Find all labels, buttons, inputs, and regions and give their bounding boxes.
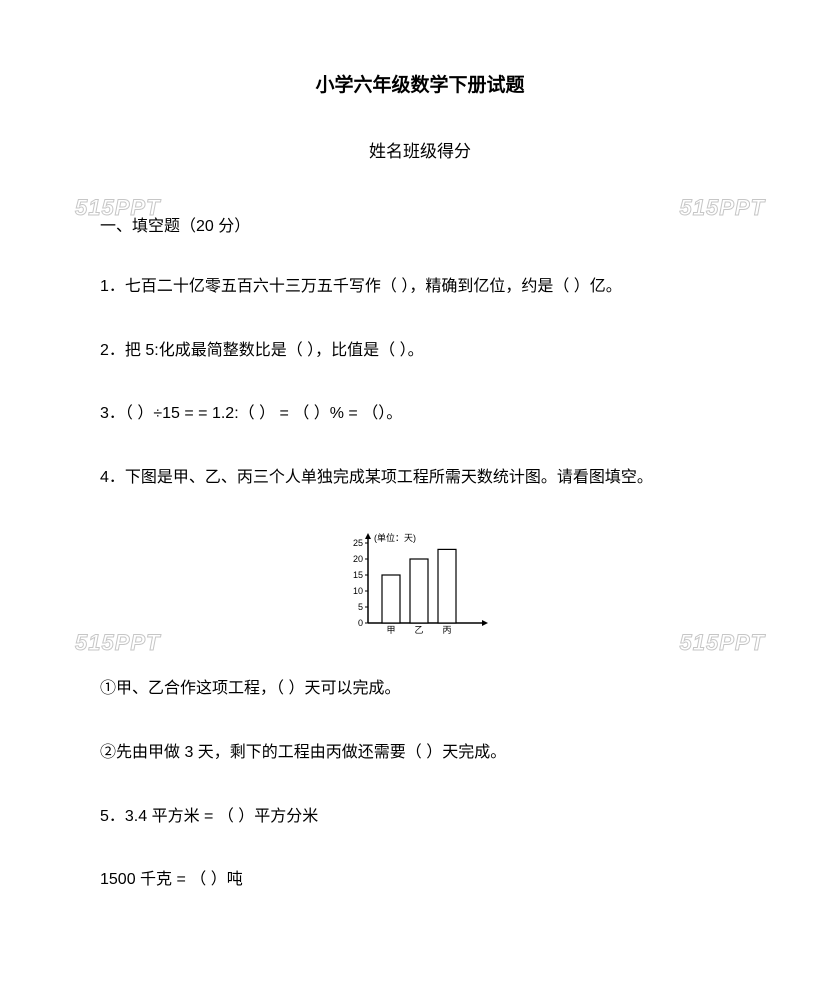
question-5: 5．3.4 平方米 = （ ）平方分米 (100, 804, 740, 830)
svg-text:丙: 丙 (442, 625, 451, 635)
question-2: 2．把 5:化成最简整数比是（ ），比值是（ ）。 (100, 338, 740, 364)
exam-title: 小学六年级数学下册试题 (100, 70, 740, 97)
svg-text:15: 15 (353, 570, 363, 580)
exam-header-fields: 姓名班级得分 (100, 137, 740, 162)
svg-text:甲: 甲 (386, 625, 395, 635)
question-1: 1．七百二十亿零五百六十三万五千写作（ ），精确到亿位，约是（ ）亿。 (100, 274, 740, 300)
question-5b: 1500 千克 = （ ）吨 (100, 867, 740, 893)
question-4: 4．下图是甲、乙、丙三个人单独完成某项工程所需天数统计图。请看图填空。 (100, 465, 740, 491)
question-4-sub2: ②先由甲做 3 天，剩下的工程由丙做还需要（ ）天完成。 (100, 740, 740, 766)
svg-text:(单位：天): (单位：天) (374, 532, 416, 543)
svg-text:20: 20 (353, 554, 363, 564)
svg-text:10: 10 (353, 586, 363, 596)
bar-chart-container: (单位：天) 0 5 10 15 20 25 甲 乙 丙 (100, 528, 740, 638)
svg-text:0: 0 (358, 618, 363, 628)
question-4-sub1: ①甲、乙合作这项工程，（ ）天可以完成。 (100, 676, 740, 702)
svg-text:25: 25 (353, 538, 363, 548)
svg-text:乙: 乙 (414, 625, 423, 635)
days-bar-chart: (单位：天) 0 5 10 15 20 25 甲 乙 丙 (340, 528, 500, 638)
question-3: 3．（ ）÷15 = = 1.2:（ ） = （ ）% = （）。 (100, 401, 740, 427)
section-heading: 一、填空题（20 分） (100, 212, 740, 236)
svg-text:5: 5 (358, 602, 363, 612)
